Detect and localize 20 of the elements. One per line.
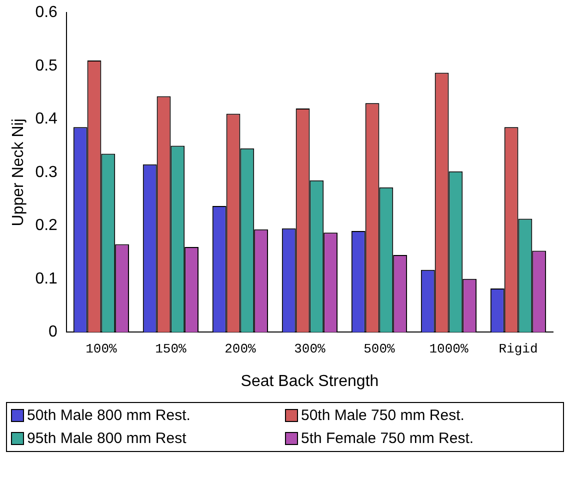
- y-tick-label: 0.3: [35, 164, 58, 181]
- y-axis-title: Upper Neck Nij: [10, 118, 28, 226]
- y-tick-label: 0.2: [35, 217, 58, 234]
- x-tick-label: 150%: [155, 341, 186, 356]
- y-tick-label: 0.5: [35, 57, 58, 74]
- x-tick-label: 300%: [294, 341, 326, 356]
- x-tick-label: 500%: [364, 341, 396, 356]
- y-tick-label: 0: [48, 324, 58, 341]
- x-tick-label: Rigid: [498, 341, 538, 356]
- legend-label: 95th Male 800 mm Rest: [27, 430, 186, 447]
- x-tick-label: 1000%: [429, 341, 468, 356]
- y-tick-label: 0.1: [35, 270, 58, 288]
- legend-label: 50th Male 800 mm Rest.: [27, 407, 190, 424]
- y-tick-label: 0.6: [35, 4, 58, 22]
- x-tick-label: 200%: [224, 341, 256, 356]
- legend-label: 50th Male 750 mm Rest.: [301, 407, 464, 424]
- legend-label: 5th Female 750 mm Rest.: [301, 430, 474, 447]
- x-axis-title: Seat Back Strength: [240, 372, 379, 390]
- y-tick-label: 0.4: [35, 110, 58, 128]
- x-tick-label: 100%: [86, 341, 117, 356]
